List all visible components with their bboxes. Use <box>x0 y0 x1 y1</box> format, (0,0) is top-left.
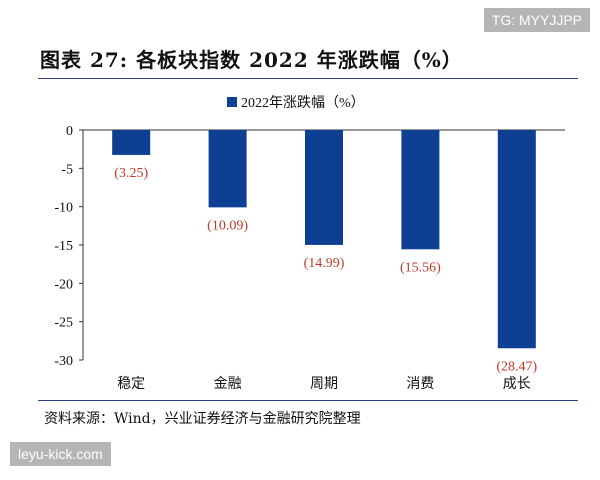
data-labels: (3.25) (10.09) (14.99) (15.56) (28.47) <box>114 166 537 374</box>
x-axis-labels: 稳定 金融 周期 消费 成长 <box>117 376 531 392</box>
legend-swatch <box>227 97 237 107</box>
y-tick-label: -15 <box>54 239 73 254</box>
data-label: (15.56) <box>400 260 441 275</box>
watermark-top: TG: MYYJJPP <box>483 8 590 32</box>
data-label: (10.09) <box>207 218 248 233</box>
watermark-bottom: leyu-kick.com <box>10 442 111 466</box>
x-category-label: 周期 <box>310 376 338 392</box>
y-tick-label: -30 <box>54 354 73 369</box>
bar <box>497 130 536 349</box>
x-category-label: 稳定 <box>117 376 145 392</box>
y-tick-label: -25 <box>54 316 73 331</box>
chart-title: 图表 27: 各板块指数 2022 年涨跌幅（%） <box>40 48 463 72</box>
x-category-label: 消费 <box>406 376 434 392</box>
chart-legend: 2022年涨跌幅（%） <box>227 95 365 111</box>
x-category-label: 金融 <box>214 376 242 392</box>
y-tick-label: 0 <box>66 124 73 139</box>
legend-label: 2022年涨跌幅（%） <box>241 95 365 111</box>
data-label: (14.99) <box>304 256 345 271</box>
bar <box>305 130 343 245</box>
y-axis-ticks: 0 -5 -10 -15 -20 -25 -30 <box>54 124 83 369</box>
source-divider <box>38 400 578 401</box>
y-tick-label: -20 <box>54 277 73 292</box>
x-category-label: 成长 <box>503 376 531 392</box>
bar <box>208 130 247 208</box>
bars <box>112 130 536 349</box>
y-tick-label: -5 <box>61 162 73 177</box>
title-divider <box>38 78 578 79</box>
source-note: 资料来源：Wind，兴业证券经济与金融研究院整理 <box>44 411 361 427</box>
bar <box>112 130 151 155</box>
bar <box>401 130 440 250</box>
data-label: (3.25) <box>114 166 148 181</box>
y-tick-label: -10 <box>54 201 73 216</box>
data-label: (28.47) <box>496 359 537 374</box>
